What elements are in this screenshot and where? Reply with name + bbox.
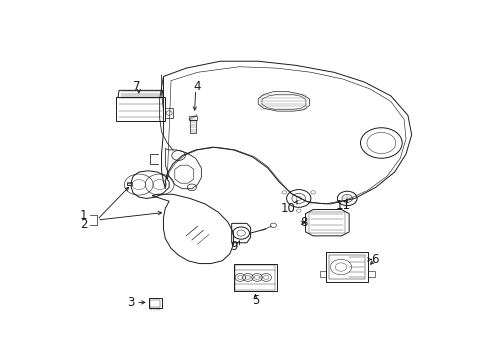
Text: 6: 6 [370,253,378,266]
Bar [188,116,197,120]
Bar [127,183,131,185]
Text: 10: 10 [280,202,295,215]
Bar [116,97,165,121]
Text: 4: 4 [193,80,201,93]
Bar [309,212,345,233]
Text: 5: 5 [252,294,260,307]
Bar [326,252,367,282]
Bar [149,300,160,307]
Text: 11: 11 [335,199,350,212]
Bar [149,298,161,308]
Bar [329,255,365,279]
Text: 1: 1 [80,208,87,221]
Bar [233,264,277,291]
Text: 7: 7 [133,80,141,93]
Text: 2: 2 [80,218,87,231]
Bar [235,265,275,290]
Bar [190,120,195,133]
Bar [319,270,326,278]
Bar [367,270,374,278]
Text: 3: 3 [127,296,135,309]
Text: 8: 8 [299,216,307,229]
Text: 9: 9 [229,240,237,253]
